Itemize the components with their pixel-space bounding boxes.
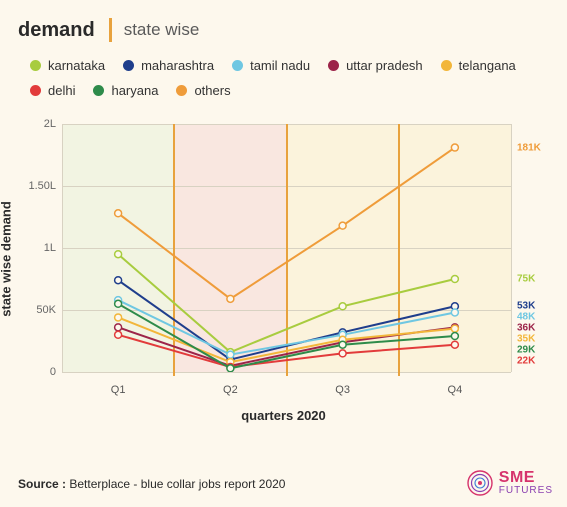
series-svg [62, 124, 511, 372]
title-sub: state wise [124, 20, 200, 40]
x-tick-label: Q4 [448, 384, 463, 396]
legend-label: tamil nadu [250, 58, 310, 73]
x-tick-label: Q3 [335, 384, 350, 396]
y-tick-label: 1.50L [22, 180, 56, 192]
legend-dot-icon [93, 85, 104, 96]
y-tick-label: 0 [22, 366, 56, 378]
legend-label: telangana [459, 58, 516, 73]
legend-dot-icon [30, 85, 41, 96]
legend: karnataka maharashtra tamil nadu uttar prad… [0, 52, 567, 104]
marker [451, 309, 458, 316]
marker [115, 300, 122, 307]
series-line-others [118, 148, 455, 299]
legend-dot-icon [328, 60, 339, 71]
legend-item-telangana: telangana [441, 58, 516, 73]
legend-label: others [194, 83, 230, 98]
end-label-maharashtra: 53K [517, 301, 535, 312]
legend-item-tamil-nadu: tamil nadu [232, 58, 310, 73]
legend-dot-icon [232, 60, 243, 71]
marker [451, 333, 458, 340]
chart-header: demand state wise [0, 0, 567, 52]
plot-area: 050K1L1.50L2LQ1Q2Q3Q4181K75K53K48K36K35K… [62, 124, 511, 372]
end-label-karnataka: 75K [517, 274, 535, 285]
marker [339, 341, 346, 348]
x-tick-label: Q1 [111, 384, 126, 396]
marker [115, 210, 122, 217]
y-tick-label: 1L [22, 242, 56, 254]
marker [451, 276, 458, 283]
marker [339, 350, 346, 357]
legend-label: karnataka [48, 58, 105, 73]
legend-item-others: others [176, 83, 230, 98]
chart-wrap: state wise demand 050K1L1.50L2LQ1Q2Q3Q41… [14, 114, 553, 404]
marker [115, 277, 122, 284]
end-label-delhi: 22K [517, 356, 535, 367]
end-label-uttar-pradesh: 36K [517, 323, 535, 334]
marker [115, 251, 122, 258]
logo-icon [466, 469, 494, 497]
legend-dot-icon [123, 60, 134, 71]
end-label-others: 181K [517, 142, 541, 153]
gridline-v [511, 124, 512, 372]
source-line: Source : Betterplace - blue collar jobs … [18, 477, 285, 491]
marker [227, 351, 234, 358]
legend-dot-icon [30, 60, 41, 71]
end-label-haryana: 29K [517, 345, 535, 356]
legend-dot-icon [441, 60, 452, 71]
marker [339, 222, 346, 229]
logo: SME FUTURES [466, 469, 553, 497]
title-divider [109, 18, 112, 42]
end-label-tamil-nadu: 48K [517, 312, 535, 323]
x-axis-label: quarters 2020 [0, 408, 567, 423]
title-main: demand [18, 19, 95, 42]
x-tick-label: Q2 [223, 384, 238, 396]
y-tick-label: 2L [22, 118, 56, 130]
legend-item-maharashtra: maharashtra [123, 58, 214, 73]
source-prefix: Source : [18, 477, 66, 491]
marker [339, 303, 346, 310]
legend-item-delhi: delhi [30, 83, 75, 98]
logo-text-bottom: FUTURES [499, 486, 553, 496]
legend-item-karnataka: karnataka [30, 58, 105, 73]
logo-text-top: SME [499, 470, 553, 486]
y-tick-label: 50K [22, 304, 56, 316]
y-axis-label: state wise demand [0, 201, 14, 317]
legend-dot-icon [176, 85, 187, 96]
legend-label: uttar pradesh [346, 58, 423, 73]
marker [115, 331, 122, 338]
marker [115, 314, 122, 321]
marker [115, 324, 122, 331]
series-line-haryana [118, 304, 455, 368]
legend-item-haryana: haryana [93, 83, 158, 98]
legend-label: delhi [48, 83, 75, 98]
end-label-telangana: 35K [517, 334, 535, 345]
legend-label: haryana [111, 83, 158, 98]
marker [227, 295, 234, 302]
marker [451, 144, 458, 151]
source-text: Betterplace - blue collar jobs report 20… [69, 477, 285, 491]
marker [451, 325, 458, 332]
legend-item-uttar-pradesh: uttar pradesh [328, 58, 423, 73]
legend-label: maharashtra [141, 58, 214, 73]
marker [227, 365, 234, 372]
marker [451, 341, 458, 348]
